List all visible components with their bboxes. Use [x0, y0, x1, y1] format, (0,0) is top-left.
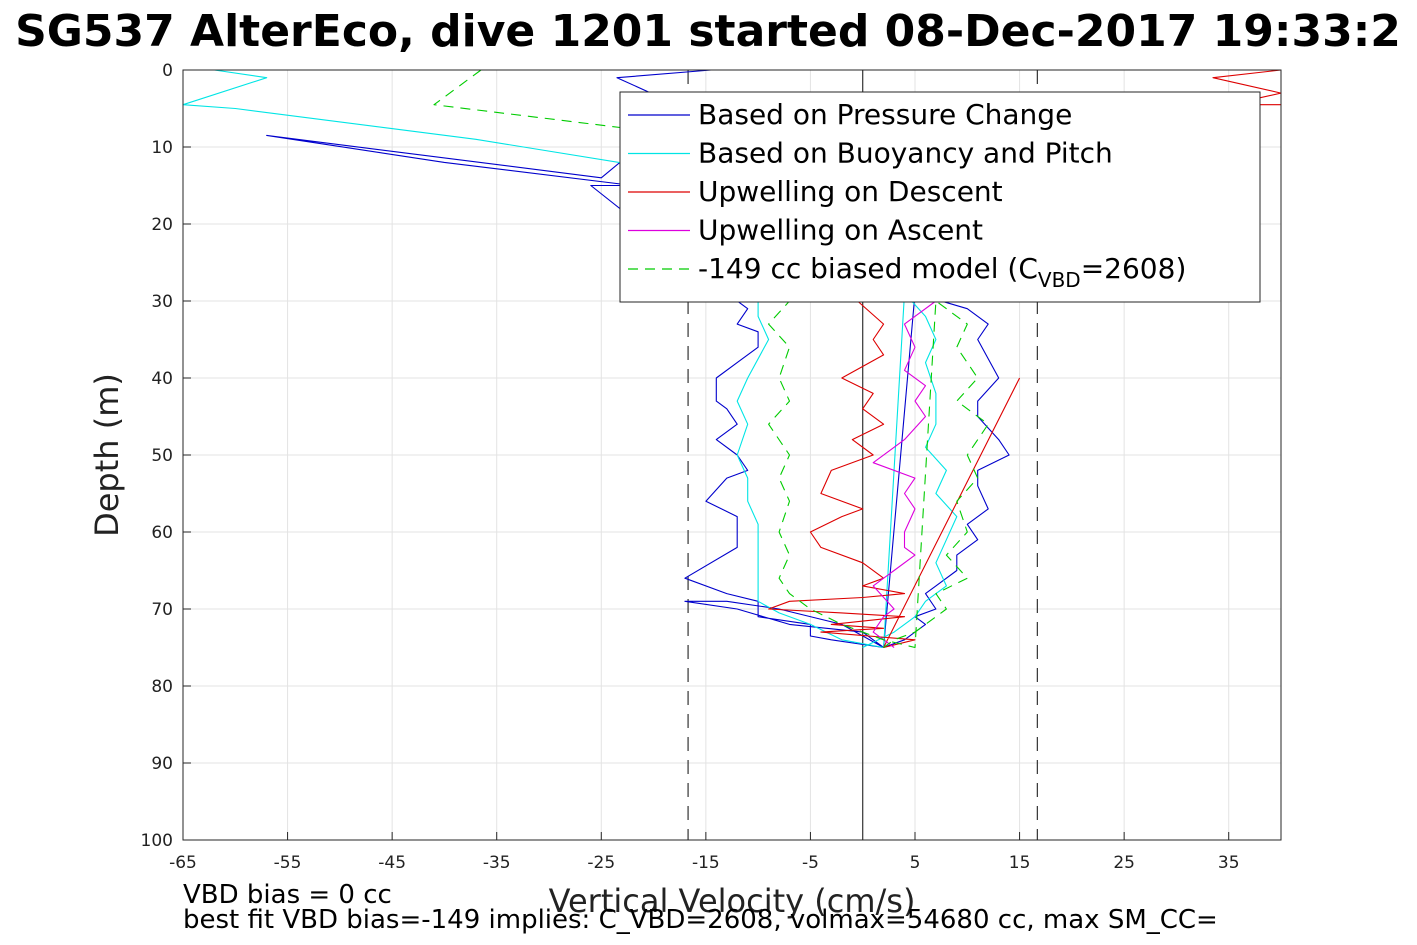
x-tick-labels: -65 -55 -45 -35 -25 -15 -5 5 15 25 35 [169, 832, 1240, 873]
x-tick-label: -5 [802, 853, 819, 873]
legend-box [619, 91, 1261, 303]
legend-label: Based on Pressure Change [698, 98, 1072, 131]
y-tick-label: 40 [151, 369, 173, 389]
x-tick-label: -55 [274, 853, 302, 873]
y-tick-label: 20 [151, 215, 173, 235]
x-tick-label: -45 [378, 853, 406, 873]
best-fit-note: best fit VBD bias=-149 implies: C_VBD=26… [183, 905, 1218, 935]
y-tick-labels: 0 10 20 30 40 50 60 70 80 90 100 [141, 61, 191, 851]
y-tick-label: 10 [151, 138, 173, 158]
x-tick-label: 15 [1009, 853, 1031, 873]
legend-label: Upwelling on Descent [698, 175, 1003, 208]
legend-label: -149 cc biased model (CVBD=2608) [698, 252, 1186, 292]
y-tick-label: 30 [151, 292, 173, 312]
y-tick-label: 0 [162, 61, 173, 81]
x-tick-label: -15 [692, 853, 720, 873]
y-tick-label: 80 [151, 677, 173, 697]
vbd-bias-note: VBD bias = 0 cc [183, 880, 392, 910]
legend-label: Upwelling on Ascent [698, 214, 983, 247]
series-line-4 [433, 69, 989, 649]
legend-label: Based on Buoyancy and Pitch [698, 137, 1113, 170]
y-tick-label: 100 [141, 831, 173, 851]
x-tick-label: 25 [1113, 853, 1135, 873]
series-line-1 [182, 69, 958, 649]
y-tick-label: 50 [151, 446, 173, 466]
x-tick-label: -35 [483, 853, 511, 873]
y-tick-label: 70 [151, 600, 173, 620]
x-tick-label: -65 [169, 853, 197, 873]
x-tick-label: 5 [910, 853, 921, 873]
chart-title: SG537 AlterEco, dive 1201 started 08-Dec… [15, 6, 1401, 57]
x-axis-label: Vertical Velocity (cm/s) [549, 882, 916, 920]
x-tick-label: 35 [1218, 853, 1240, 873]
series-line-3 [872, 300, 937, 648]
y-tick-label: 60 [151, 523, 173, 543]
legend: Based on Pressure Change Based on Buoyanc… [619, 91, 1261, 303]
y-tick-label: 90 [151, 754, 173, 774]
x-tick-label: -25 [587, 853, 615, 873]
y-axis-label: Depth (m) [88, 373, 126, 537]
series-line-2 [768, 300, 1021, 649]
